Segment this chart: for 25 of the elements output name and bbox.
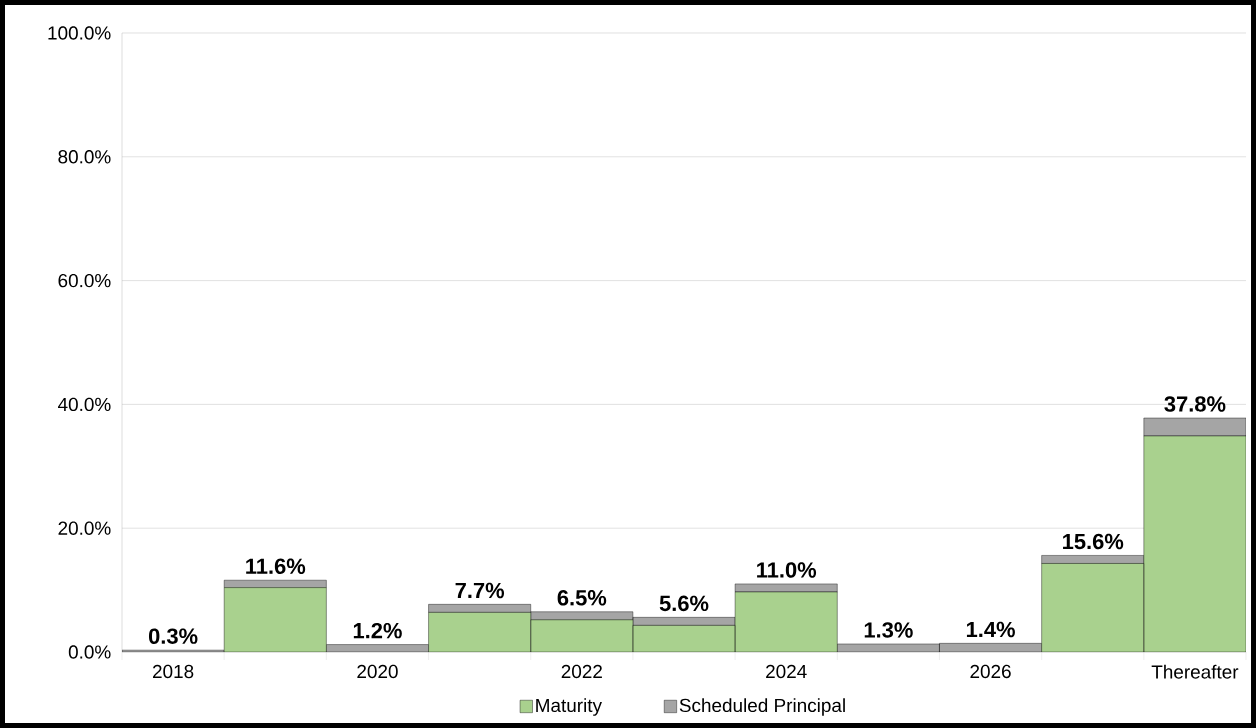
total-label: 11.6% [246,558,306,574]
y-tick-label: 0.0% [68,645,111,659]
y-tick-label: 60.0% [58,273,111,288]
x-tick-label: 2022 [561,664,602,679]
legend-label: Scheduled Principal [679,698,845,716]
x-tick-label: 2024 [766,664,807,679]
legend-label: Maturity [536,698,602,716]
total-label: 1.2% [353,622,402,639]
total-label: 6.5% [557,590,607,606]
total-label: 1.3% [864,622,913,638]
x-tick-label: Thereafter [1151,664,1239,679]
total-label: 1.4% [966,621,1015,638]
total-label: 37.8% [1164,396,1226,412]
total-label: 7.7% [455,582,505,599]
y-tick-label: 100.0% [48,26,111,40]
y-tick-label: 20.0% [58,521,111,535]
y-tick-label: 80.0% [58,150,111,164]
total-label: 0.3% [148,628,198,644]
x-tick-label: 2026 [970,664,1011,679]
total-label: 15.6% [1063,533,1124,550]
x-tick-label: 2020 [357,664,398,679]
y-tick-label: 40.0% [58,397,111,412]
x-tick-label: 2018 [152,664,194,679]
total-label: 11.0% [757,562,817,578]
total-label: 5.6% [659,595,709,612]
